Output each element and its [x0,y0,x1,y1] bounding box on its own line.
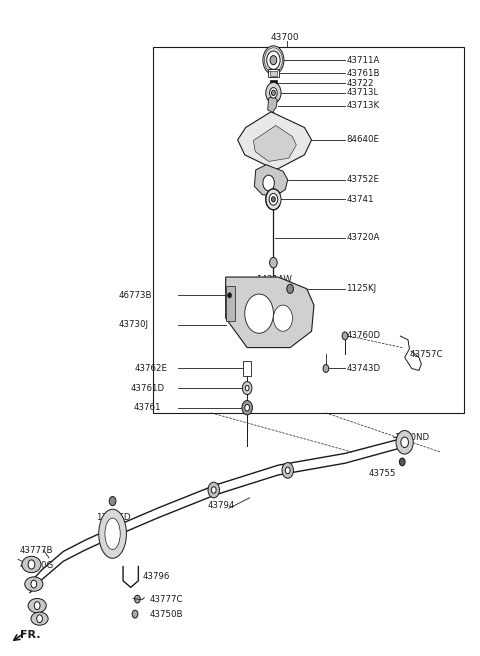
Circle shape [109,497,116,506]
Circle shape [401,437,408,447]
Text: 43711A: 43711A [347,56,380,65]
Circle shape [399,458,405,466]
Circle shape [242,401,252,415]
Circle shape [270,56,277,65]
Ellipse shape [25,577,43,591]
Text: 43750B: 43750B [149,609,183,619]
Text: 43757C: 43757C [409,350,443,359]
Circle shape [266,189,281,210]
Text: 1339CD: 1339CD [96,513,131,522]
Text: 43752E: 43752E [347,175,379,184]
Text: 43720A: 43720A [347,234,380,242]
Text: 43713K: 43713K [347,102,380,110]
Circle shape [36,615,42,623]
Bar [270,71,277,76]
Circle shape [342,332,348,340]
Polygon shape [254,165,288,196]
Circle shape [132,610,138,618]
Text: 43777B: 43777B [20,546,53,554]
Text: FR.: FR. [20,630,40,640]
Circle shape [270,88,277,98]
Text: 1431AW: 1431AW [256,274,292,283]
Bar [226,285,235,321]
Text: 43761: 43761 [134,403,162,412]
Circle shape [323,365,329,373]
Text: 43761D: 43761D [130,384,164,392]
Circle shape [31,580,36,588]
Circle shape [208,482,219,498]
Text: 43762E: 43762E [135,364,168,373]
Text: 43761B: 43761B [347,69,380,78]
Circle shape [285,467,290,474]
Ellipse shape [28,598,46,613]
Polygon shape [253,125,296,161]
Circle shape [269,194,278,205]
Circle shape [266,83,281,103]
Text: 1125KJ: 1125KJ [347,284,376,293]
Bar [243,361,251,377]
Circle shape [242,382,252,395]
Text: 43796: 43796 [142,572,169,581]
Ellipse shape [22,556,41,573]
Circle shape [134,595,140,603]
Circle shape [245,386,249,391]
Ellipse shape [99,509,126,558]
Circle shape [272,197,276,202]
Text: 43730J: 43730J [118,320,148,329]
Circle shape [211,487,216,493]
Ellipse shape [105,518,120,550]
Polygon shape [226,277,314,348]
Text: 46773B: 46773B [118,291,152,300]
Text: 84640E: 84640E [347,135,379,144]
Text: 43713L: 43713L [347,89,379,97]
Circle shape [228,293,231,298]
Bar [270,80,277,87]
Text: 43722: 43722 [347,79,374,87]
Bar [268,69,279,77]
Text: 43794: 43794 [208,501,235,510]
Circle shape [272,91,276,96]
Circle shape [28,560,35,569]
Circle shape [282,462,293,478]
Circle shape [263,46,284,75]
Text: 43741: 43741 [347,195,374,204]
Text: 43750G: 43750G [20,561,54,569]
Circle shape [287,284,293,293]
Text: 1430ND: 1430ND [394,432,429,441]
Bar [153,47,464,413]
Circle shape [396,430,413,454]
Circle shape [34,602,40,609]
Circle shape [270,257,277,268]
Ellipse shape [31,612,48,625]
Polygon shape [268,96,277,112]
Text: 43700: 43700 [271,33,300,42]
Circle shape [267,51,280,70]
Circle shape [245,294,274,333]
Circle shape [274,305,292,331]
Text: 43760D: 43760D [347,331,381,340]
Text: 43777C: 43777C [149,594,183,604]
Circle shape [245,405,250,411]
Polygon shape [238,112,312,170]
Text: 43743D: 43743D [347,364,381,373]
Circle shape [263,175,275,191]
Text: 43755: 43755 [369,469,396,478]
